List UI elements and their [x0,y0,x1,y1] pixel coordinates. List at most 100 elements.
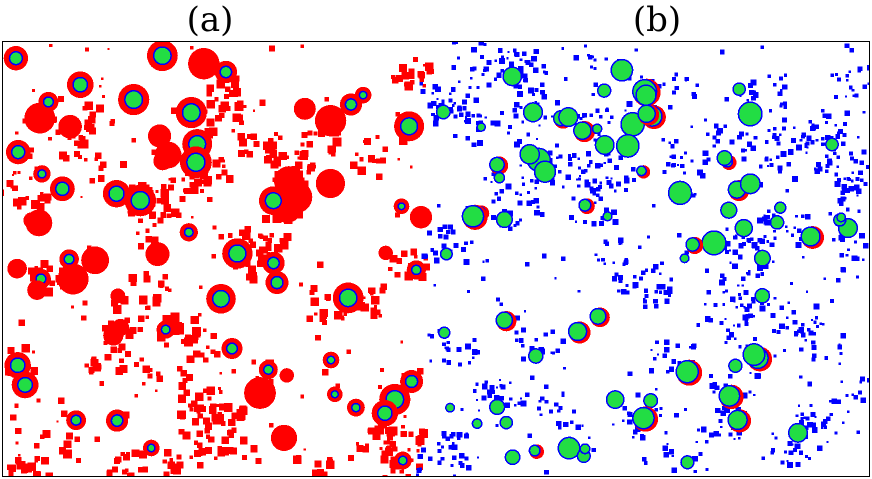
phase-cell [728,249,732,252]
phase-cell [825,416,831,421]
phase-cell [643,304,648,310]
phase-cell [641,270,646,275]
phase-cell [724,407,730,414]
phase-cell [515,221,520,226]
phase-cell [203,388,208,393]
phase-cell [460,408,464,412]
phase-cell [514,315,520,321]
phase-cell [477,140,483,146]
phase-cell [176,454,182,460]
phase-cell [457,105,462,110]
particle-core [522,102,544,123]
phase-cell [834,431,838,435]
phase-cell [758,164,763,169]
phase-cell [137,326,143,333]
phase-cell [838,343,841,346]
particle-core [615,133,640,158]
phase-cell [737,284,740,287]
phase-cell [671,467,678,474]
phase-cell [37,194,45,202]
phase-cell [595,108,600,113]
phase-cell [415,473,419,476]
phase-cell [851,393,854,396]
phase-cell [584,179,590,185]
phase-cell [849,156,854,161]
phase-cell [751,299,756,304]
phase-cell [773,229,776,233]
phase-cell [372,432,381,441]
phase-cell [504,402,510,408]
phase-cell [190,215,194,219]
phase-cell [814,415,817,418]
phase-cell [806,290,809,293]
phase-cell [224,403,233,412]
phase-cell [107,47,110,51]
phase-cell [698,451,703,456]
phase-cell [717,433,721,437]
phase-cell [232,88,241,97]
phase-cell [811,427,818,433]
phase-cell [519,218,522,222]
phase-cell [519,338,524,343]
phase-cell [225,106,231,112]
phase-cell [627,371,633,377]
phase-cell [805,416,810,421]
phase-cell [441,430,447,437]
particle-core [397,455,408,466]
phase-cell [667,288,673,294]
phase-cell [771,432,774,435]
phase-cell [152,294,162,303]
phase-cell [208,436,215,443]
phase-cell [215,174,222,180]
phase-cell [161,196,169,205]
phase-cell [555,348,561,353]
phase-cell [623,177,630,184]
phase-cell [206,91,212,97]
phase-cell [146,305,151,310]
phase-cell [207,197,213,203]
phase-cell [857,66,863,72]
phase-cell [451,103,455,107]
phase-cell [805,151,808,154]
phase-cell [495,424,499,427]
phase-cell [142,365,150,374]
particle-core [769,215,785,230]
phase-cell [618,237,624,244]
phase-cell [217,445,222,451]
phase-cell [494,192,499,196]
particle-core [720,201,738,219]
phase-cell [399,469,404,474]
phase-cell [389,259,393,263]
phase-cell [606,107,609,110]
phase-cell [196,409,201,414]
phase-cell [761,456,766,461]
phase-cell [217,449,226,457]
phase-cell [715,139,720,144]
phase-cell [557,409,561,413]
phase-cell [613,164,620,171]
phase-cell [476,456,479,459]
phase-cell [266,154,270,159]
phase-cell [471,46,477,53]
phase-cell [618,279,623,284]
phase-cell [635,392,641,398]
phase-cell [705,268,710,273]
phase-cell [65,432,73,440]
particle-core [679,253,690,264]
phase-cell [867,65,869,71]
phase-cell [662,285,665,288]
phase-cell [417,434,420,438]
phase-cell [451,431,456,437]
phase-cell [101,77,104,80]
phase-cell [720,410,726,417]
phase-cell [300,142,305,147]
phase-cell [783,348,787,352]
phase-cell [382,146,388,152]
phase-cell [766,209,771,213]
phase-cell [655,388,658,391]
phase-cell [194,450,202,457]
phase-cell [13,198,21,207]
phase-cell [396,258,402,264]
phase-cell [374,298,379,303]
phase-cell [854,240,858,244]
